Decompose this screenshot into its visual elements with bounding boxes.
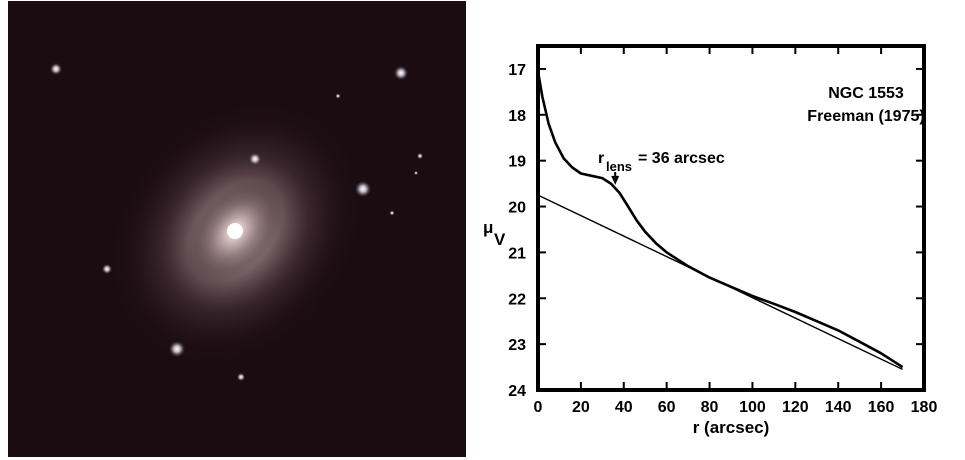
ticks-layer: 0 20 40 60 80 100 120 140 160 180 17 18 19 20 21 22 23 24 bbox=[508, 46, 937, 416]
x-tick-label: 40 bbox=[615, 399, 633, 416]
star bbox=[417, 153, 423, 159]
lens-annotation-r: r bbox=[598, 150, 604, 167]
series-layer bbox=[536, 70, 904, 371]
star bbox=[414, 171, 418, 175]
x-tick-label: 120 bbox=[782, 399, 809, 416]
galaxy-image-svg bbox=[8, 1, 466, 457]
y-tick-label: 22 bbox=[508, 291, 526, 308]
star bbox=[389, 210, 395, 216]
chart-title-line-1: NGC 1553 bbox=[828, 85, 904, 102]
y-tick-label: 17 bbox=[508, 62, 526, 79]
chart-title-line-2: Freeman (1975) bbox=[807, 108, 924, 125]
lens-annotation: r lens = 36 arcsec bbox=[598, 150, 725, 185]
star bbox=[249, 153, 261, 165]
star bbox=[355, 181, 371, 197]
y-axis-label: μ bbox=[483, 218, 493, 237]
y-tick-label: 19 bbox=[508, 154, 526, 171]
star bbox=[50, 63, 62, 75]
plot-frame bbox=[536, 44, 926, 392]
x-tick-label: 20 bbox=[572, 399, 590, 416]
profile-series-line bbox=[536, 70, 904, 369]
disk-fit-series-line bbox=[537, 194, 903, 371]
x-tick-label: 180 bbox=[911, 399, 938, 416]
lens-annotation-arrow-head bbox=[611, 175, 620, 185]
y-tick-label: 18 bbox=[508, 108, 526, 125]
x-tick-label: 60 bbox=[658, 399, 676, 416]
y-tick-label: 23 bbox=[508, 337, 526, 354]
lens-annotation-value: = 36 arcsec bbox=[638, 150, 725, 167]
y-tick-label: 20 bbox=[508, 200, 526, 217]
x-tick-label: 80 bbox=[701, 399, 719, 416]
galaxy-core bbox=[227, 223, 243, 239]
y-tick-label: 24 bbox=[508, 383, 526, 400]
star bbox=[394, 66, 408, 80]
x-axis-label: r (arcsec) bbox=[693, 418, 770, 437]
x-tick-label: 0 bbox=[534, 399, 543, 416]
surface-brightness-chart: 0 20 40 60 80 100 120 140 160 180 17 18 19 20 21 22 23 24… bbox=[470, 0, 965, 460]
lens-annotation-subscript: lens bbox=[606, 159, 632, 174]
x-tick-label: 100 bbox=[739, 399, 766, 416]
star bbox=[102, 264, 112, 274]
star bbox=[169, 341, 185, 357]
x-tick-label: 140 bbox=[825, 399, 852, 416]
galaxy-image bbox=[8, 1, 466, 457]
y-axis-label-subscript: V bbox=[494, 230, 506, 249]
x-tick-label: 160 bbox=[868, 399, 895, 416]
star bbox=[237, 373, 245, 381]
chart-svg: 0 20 40 60 80 100 120 140 160 180 17 18 19 20 21 22 23 24… bbox=[483, 44, 937, 437]
star bbox=[335, 93, 341, 99]
y-tick-label: 21 bbox=[508, 245, 526, 262]
